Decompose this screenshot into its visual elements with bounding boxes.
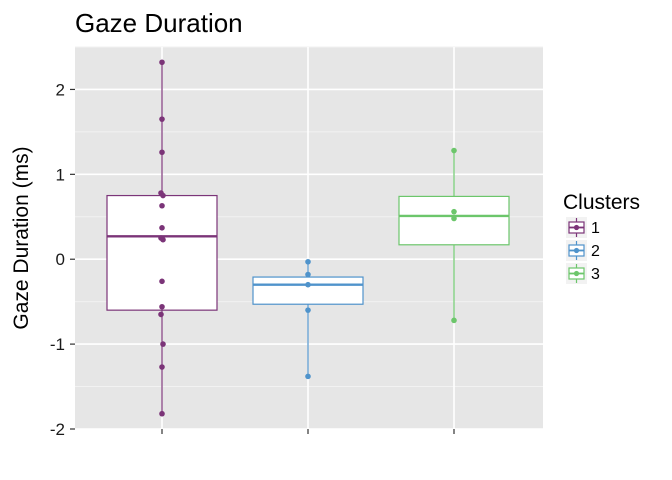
data-point (305, 258, 311, 265)
legend-key-point (573, 270, 580, 277)
data-point (451, 208, 457, 215)
legend-label-1: 1 (591, 220, 600, 237)
legend-title: Clusters (563, 191, 640, 214)
data-point (305, 307, 311, 313)
legend-key-2 (566, 240, 587, 261)
legend: Clusters 1 2 3 (563, 191, 640, 284)
data-point (158, 311, 164, 318)
data-point (451, 317, 457, 324)
data-point (159, 59, 165, 66)
data-point (160, 236, 166, 243)
legend-key-point (573, 247, 580, 254)
y-tick-label: -2 (50, 420, 65, 439)
y-tick-label: 1 (56, 165, 65, 184)
box-cluster-1 (106, 194, 218, 311)
data-point (159, 410, 165, 417)
y-tick-label: 0 (56, 250, 65, 269)
data-point (305, 271, 311, 278)
data-point (305, 281, 311, 288)
y-axis-label: Gaze Duration (ms) (10, 146, 33, 329)
y-tick-label: 2 (56, 80, 65, 99)
legend-label-2: 2 (591, 243, 600, 260)
data-point (159, 364, 165, 370)
data-points (158, 59, 457, 417)
legend-key-1 (566, 217, 587, 238)
data-point (159, 116, 165, 122)
data-point (159, 278, 165, 285)
legend-label-3: 3 (591, 266, 600, 283)
data-point (305, 373, 311, 380)
data-point (160, 341, 166, 347)
data-point (160, 192, 166, 199)
data-point (159, 202, 165, 209)
legend-key-3 (566, 263, 587, 284)
box-cluster-3 (398, 195, 510, 246)
y-axis: -2 -1 0 1 2 (50, 80, 455, 439)
legend-key-point (573, 224, 580, 231)
box-cluster-2 (252, 276, 364, 305)
y-tick-label: -1 (50, 335, 65, 354)
data-point (159, 149, 165, 156)
chart-title: Gaze Duration (75, 8, 243, 38)
data-point (451, 147, 457, 154)
data-point (159, 303, 165, 310)
data-point (451, 215, 457, 222)
data-point (159, 225, 165, 231)
